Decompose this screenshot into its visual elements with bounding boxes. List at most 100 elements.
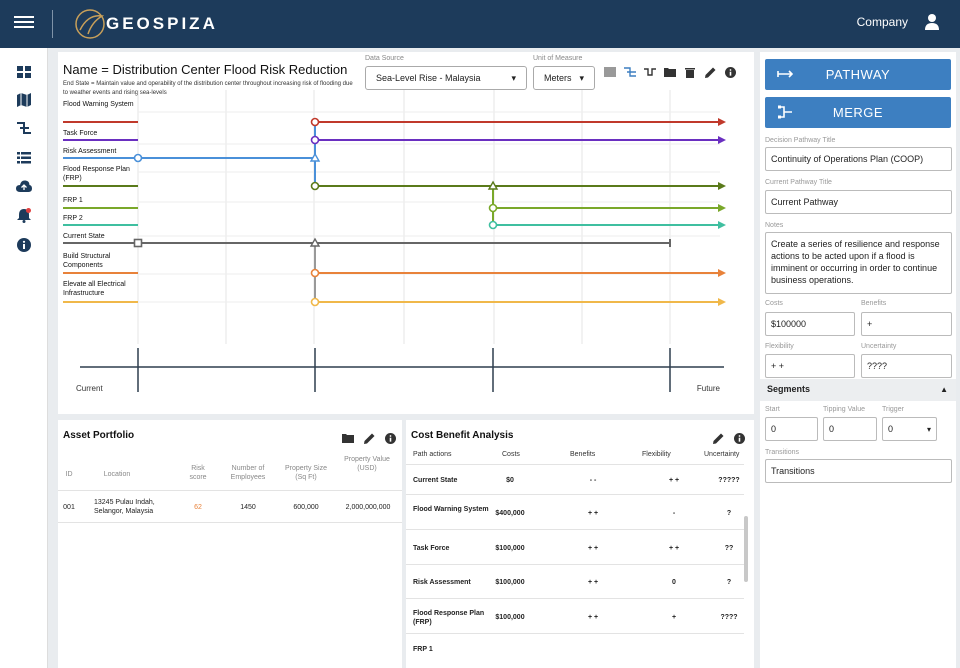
path-action-name: Flood Warning System	[413, 506, 489, 513]
info-icon[interactable]	[733, 432, 745, 444]
table-row[interactable]: Task Force $100,000 + + + +??	[406, 529, 744, 564]
cba-header-flexibility: Flexibility	[642, 451, 671, 458]
merge-icon	[778, 105, 792, 119]
table-divider	[58, 490, 402, 491]
info-icon[interactable]	[724, 66, 736, 78]
tipping-point-node[interactable]	[487, 180, 499, 190]
cba-header-path-actions: Path actions	[413, 451, 452, 458]
data-source-select[interactable]: Sea-Level Rise - Malaysia ▾	[365, 66, 527, 90]
uncertainty-input[interactable]: ????	[861, 354, 952, 378]
current-state-node[interactable]	[133, 238, 143, 248]
trigger-select[interactable]: 0 ▾	[882, 417, 937, 441]
sidebar	[0, 48, 48, 668]
menu-icon[interactable]	[14, 13, 34, 33]
benefit-value: - -	[589, 477, 597, 484]
benefit-value: + +	[587, 510, 599, 517]
pathway-node[interactable]	[310, 181, 320, 191]
cost-value: $100,000	[495, 579, 525, 586]
segments-section-header[interactable]: Segments ▲	[760, 379, 956, 401]
start-input[interactable]: 0	[765, 417, 818, 441]
arrow-head	[718, 269, 726, 277]
barcode-view-icon[interactable]	[604, 66, 616, 78]
pathway-line-label[interactable]: Current State	[63, 233, 105, 240]
notes-textarea[interactable]: Create a series of resilience and respon…	[765, 232, 952, 294]
info-icon[interactable]	[384, 432, 396, 444]
pathway-line-label[interactable]: Task Force	[63, 130, 98, 137]
tipping-value-input[interactable]: 0	[823, 417, 877, 441]
pathway-node[interactable]	[310, 297, 320, 307]
list-icon[interactable]	[14, 148, 34, 168]
tipping-point-node[interactable]	[309, 152, 321, 162]
cost-benefit-panel: Cost Benefit Analysis Path actions Costs…	[406, 420, 754, 668]
table-row[interactable]: Risk Assessment $100,000 + + 0?	[406, 564, 744, 598]
flexibility-input[interactable]: + +	[765, 354, 855, 378]
path-action-name: Flood Response Plan (FRP)	[413, 610, 485, 626]
col-header-value: Property Value (USD)	[344, 456, 390, 472]
folder-icon[interactable]	[664, 66, 676, 78]
merge-button[interactable]: MERGE	[765, 97, 951, 128]
chevron-down-icon: ▾	[579, 72, 584, 83]
current-title-input[interactable]: Current Pathway	[765, 190, 952, 214]
benefits-input[interactable]: +	[861, 312, 952, 336]
pathway-line-label[interactable]: Elevate all Electrical Infrastructure	[63, 281, 126, 297]
delete-icon[interactable]	[684, 66, 696, 78]
step-view-icon[interactable]	[644, 66, 656, 78]
pathway-icon[interactable]	[14, 118, 34, 138]
branch-view-icon[interactable]	[624, 66, 636, 78]
pathway-line-label[interactable]: Flood Warning System	[63, 101, 134, 108]
asset-value: 2,000,000,000	[345, 504, 391, 511]
company-menu[interactable]: Company	[856, 15, 908, 29]
pathway-diagram	[63, 90, 726, 392]
uncertainty-value: ?????	[718, 477, 740, 484]
header-divider	[52, 10, 53, 38]
chevron-down-icon: ▾	[926, 424, 931, 434]
pathway-line-label[interactable]: FRP 1	[63, 197, 83, 204]
arrow-head	[718, 118, 726, 126]
flexibility-label: Flexibility	[765, 343, 794, 350]
path-action-name: Current State	[413, 477, 458, 484]
costs-input[interactable]: $100000	[765, 312, 855, 336]
table-row[interactable]: Flood Response Plan (FRP) $100,000 + + +???…	[406, 598, 744, 633]
pathway-node[interactable]	[310, 117, 320, 127]
benefits-label: Benefits	[861, 300, 887, 307]
pathway-line-label[interactable]: Risk Assessment	[63, 148, 117, 155]
pathway-node[interactable]	[133, 153, 143, 163]
pathway-node[interactable]	[310, 268, 320, 278]
path-action-name: FRP 1	[413, 646, 433, 653]
table-row[interactable]: Flood Warning System $400,000 + + -?	[406, 494, 744, 529]
pathway-line-label[interactable]: Flood Response Plan (FRP)	[63, 166, 130, 182]
info-icon[interactable]	[14, 235, 34, 255]
pathway-line-label[interactable]: FRP 2	[63, 215, 83, 222]
merge-button-label: MERGE	[832, 105, 884, 120]
pathway-line-label[interactable]: Build Structural Components	[63, 253, 111, 269]
table-row[interactable]: Current State $0 - - + +?????	[406, 464, 744, 494]
uncertainty-value: ??	[724, 545, 734, 552]
chevron-down-icon: ▾	[511, 72, 516, 83]
edit-icon[interactable]	[704, 66, 716, 78]
asset-portfolio-panel: Asset Portfolio ID Location Risk score N…	[58, 420, 402, 668]
user-icon[interactable]	[924, 13, 940, 31]
tipping-point-node[interactable]	[309, 237, 321, 247]
map-icon[interactable]	[14, 90, 34, 110]
notification-bell-icon[interactable]	[14, 205, 34, 225]
path-action-name: Risk Assessment	[413, 579, 471, 586]
pathway-node[interactable]	[310, 135, 320, 145]
pathway-button[interactable]: PATHWAY	[765, 59, 951, 90]
scrollbar[interactable]	[744, 516, 748, 582]
pathway-node[interactable]	[488, 203, 498, 213]
decision-title-input[interactable]: Continuity of Operations Plan (COOP)	[765, 147, 952, 171]
unit-select[interactable]: Meters ▾	[533, 66, 595, 90]
unit-value: Meters	[544, 73, 572, 83]
edit-icon[interactable]	[363, 432, 375, 444]
edit-icon[interactable]	[712, 432, 724, 444]
uncertainty-label: Uncertainty	[861, 343, 897, 350]
chevron-up-icon[interactable]: ▲	[940, 385, 948, 394]
cloud-upload-icon[interactable]	[14, 176, 34, 196]
dashboard-icon[interactable]	[14, 62, 34, 82]
table-row[interactable]: FRP 1	[406, 633, 744, 663]
transitions-input[interactable]: Transitions	[765, 459, 952, 483]
data-source-value: Sea-Level Rise - Malaysia	[376, 73, 481, 83]
cost-value: $100,000	[495, 545, 525, 552]
pathway-node[interactable]	[488, 220, 498, 230]
folder-icon[interactable]	[342, 432, 354, 444]
